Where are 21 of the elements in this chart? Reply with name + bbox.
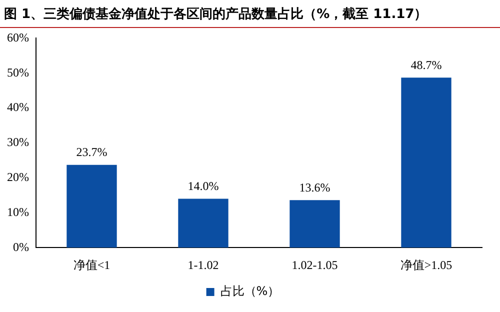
bar (290, 200, 340, 248)
y-tick-label: 40% (6, 100, 29, 114)
y-tick-label: 10% (6, 204, 29, 219)
y-tick-label: 20% (6, 170, 29, 184)
bar (66, 164, 117, 248)
y-tick-label: 30% (6, 135, 29, 150)
x-tick-label: 1-1.02 (188, 258, 219, 272)
text: 13.6% (299, 180, 330, 194)
text: 48.7% (410, 58, 442, 72)
legend-label: 占比（%） (220, 284, 280, 298)
x-tick-label: 净值>1.05 (400, 258, 452, 272)
bar (401, 78, 452, 248)
y-tick-label: 60% (6, 30, 29, 44)
x-tick-label: 1.02-1.05 (292, 258, 338, 272)
y-tick-label: 50% (6, 65, 29, 80)
text: 14.0% (188, 178, 219, 193)
x-tick-label: 净值<1 (73, 258, 110, 272)
y-tick-label: 0% (12, 240, 29, 254)
chart-title: 图 1、三类偏债基金净值处于各区间的产品数量占比（%，截至 11.17） (0, 0, 500, 28)
text: 23.7% (76, 145, 108, 160)
bar (178, 198, 228, 248)
